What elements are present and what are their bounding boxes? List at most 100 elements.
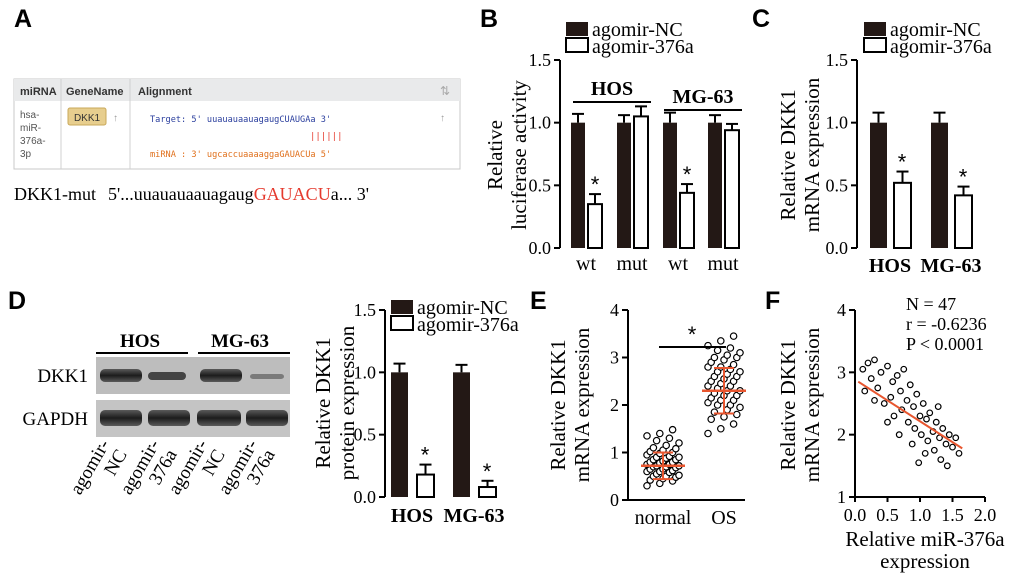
panel-f-letter: F (765, 287, 780, 315)
panel-c-letter: C (752, 5, 770, 33)
y-tick-label: 0.0 (826, 238, 849, 258)
data-point (934, 403, 942, 411)
y-tick-label: 1 (837, 487, 846, 507)
data-point (921, 449, 929, 457)
y-tick-label: 2 (837, 425, 846, 445)
header-mirna[interactable]: miRNA (20, 86, 57, 98)
y-axis-label-line: luciferase activity (507, 80, 531, 230)
data-point (662, 441, 671, 450)
y-axis-label-line: Relative DKK1 (776, 339, 800, 470)
bar-nc (571, 122, 585, 248)
pairing-lines: |||||| (310, 132, 343, 142)
y-tick-label: 0.0 (354, 487, 377, 507)
panel-a: A miRNA GeneName Alignment ⇅ hsa- miR- 3… (13, 5, 461, 204)
y-axis-label-line: protein expression (335, 325, 359, 480)
legend-swatch-nc (391, 300, 413, 314)
gene-badge[interactable] (67, 107, 107, 126)
legend-swatch-nc (864, 22, 886, 36)
legend-swatch-nc (566, 22, 588, 36)
data-point (887, 393, 895, 401)
y-axis-label-line: Relative DKK1 (311, 337, 335, 468)
bar-nc (931, 122, 948, 248)
legend-label-nc: agomir-NC (592, 19, 683, 41)
mirna-line: miR- (20, 123, 41, 134)
y-axis-label: Relative DKK1mRNA expression (546, 327, 594, 482)
data-point (867, 375, 875, 382)
mirna-name-cell: hsa- miR- 376a- 3p (20, 110, 46, 160)
bar-treated (724, 129, 740, 249)
stat-annotation: P < 0.0001 (906, 334, 984, 354)
mut-red: GAUACU (254, 184, 331, 204)
data-point (889, 378, 897, 386)
data-point (736, 367, 744, 376)
y-tick-label: 1.5 (826, 50, 849, 70)
x-tick-label: mut (707, 253, 739, 275)
significance-star: * (591, 172, 600, 197)
data-point (952, 434, 960, 442)
data-point (913, 390, 921, 398)
data-point (904, 418, 912, 426)
bar-treated (954, 194, 973, 249)
mutant-sequence: DKK1-mut 5'...uuauauaauagaugGAUACUa... 3' (14, 184, 369, 204)
data-point (675, 453, 683, 462)
header-genename[interactable]: GeneName (66, 86, 123, 98)
data-point (665, 434, 674, 443)
y-tick-label: 0.5 (529, 175, 552, 195)
data-point (942, 440, 950, 448)
y-tick-label: 0.5 (826, 175, 849, 195)
data-point (871, 396, 878, 404)
target-seq: Target: 5' uuauauaauagaugCUAUGAa 3' (150, 115, 331, 125)
y-tick-label: 0.5 (354, 425, 377, 445)
data-point (884, 418, 891, 426)
data-point (926, 409, 934, 417)
data-point (897, 387, 904, 395)
y-tick-label: 3 (610, 348, 619, 368)
mirna-seq: miRNA : 3' ugcaccuaaaaggaGAUACUa 5' (150, 150, 331, 160)
data-point (910, 403, 917, 411)
significance-star: * (483, 459, 492, 484)
blot-row-dkk1: DKK1 (37, 366, 88, 387)
y-tick-label: 1.5 (529, 50, 552, 70)
significance-star: * (959, 165, 968, 190)
up-arrow-icon: ↑ (440, 113, 445, 124)
x-tick-label: OS (711, 507, 737, 529)
bar-treated (893, 181, 912, 249)
bar-nc (663, 122, 677, 248)
header-alignment[interactable]: Alignment (138, 86, 192, 98)
y-tick-label: 4 (610, 300, 619, 320)
significance-star: * (683, 162, 692, 187)
up-arrow-icon: ↑ (113, 113, 118, 124)
band-dkk1-lane4 (250, 374, 284, 379)
legend-label-nc: agomir-NC (417, 297, 508, 319)
bar-nc (870, 122, 887, 248)
data-point (877, 368, 885, 376)
panel-a-letter: A (14, 5, 32, 33)
significance-star: * (688, 322, 697, 347)
data-point (713, 346, 722, 355)
sort-icon[interactable]: ⇅ (440, 84, 450, 98)
data-point (729, 360, 738, 369)
data-point (723, 351, 732, 359)
mirna-line: hsa- (20, 110, 39, 121)
x-tick-label: 0.0 (844, 505, 867, 525)
x-tick-label: 1.0 (909, 505, 932, 525)
regression-line (857, 380, 963, 450)
band-gapdh-lane2 (148, 410, 190, 426)
x-tick-label: MG-63 (443, 505, 504, 527)
x-tick-label: HOS (869, 255, 911, 277)
bar-treated (679, 191, 695, 249)
group-label-hos: HOS (591, 78, 633, 100)
data-point (643, 432, 651, 440)
chart-e-scatter: 0 1 2 3 4 Relative DKK1mRNA expression normal O… (546, 300, 746, 529)
x-tick-label: normal (635, 507, 692, 529)
band-gapdh-lane4 (246, 410, 288, 426)
lane-label: agomir-376a (116, 436, 182, 509)
chart-f-correlation: 1 2 3 4 0.0 0.5 1.0 1.5 2.0 Relative DKK1mRNA exp… (776, 294, 1005, 573)
data-point (923, 415, 930, 423)
data-point (890, 412, 898, 420)
data-point (906, 381, 914, 389)
legend-swatch-treated (863, 37, 887, 53)
x-tick-label: mut (616, 253, 648, 275)
bar-treated (478, 486, 497, 499)
